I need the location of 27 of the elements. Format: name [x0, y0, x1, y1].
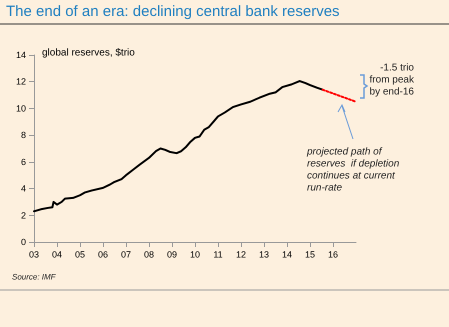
x-tick-label: 11	[213, 250, 223, 260]
y-axis-title: global reserves, $trio	[42, 48, 136, 58]
source-note: Source: IMF	[12, 272, 57, 282]
x-tick-label: 05	[74, 250, 86, 260]
y-tick-label: 8	[20, 130, 26, 140]
y-tick-label: 0	[20, 237, 26, 247]
x-tick-label: 10	[190, 250, 200, 260]
y-tick-label: 10	[16, 103, 26, 114]
x-tick-label: 15	[304, 250, 316, 260]
x-tick-label: 04	[52, 250, 62, 260]
x-tick-label: 06	[98, 250, 108, 260]
x-tick-label: 16	[328, 250, 338, 260]
x-tick-label: 13	[258, 250, 270, 260]
chart-title: The end of an era: declining central bank reserves	[6, 3, 340, 20]
x-tick-label: 14	[282, 250, 292, 260]
x-tick-label: 09	[166, 250, 178, 260]
text: -1.5 trio from peak by end-16	[370, 62, 415, 98]
y-tick-label: 4	[20, 184, 26, 194]
y-tick-label: 2	[20, 210, 26, 220]
x-tick-label: 08	[144, 250, 154, 260]
y-tick-label: 6	[20, 156, 26, 167]
annotation: projected path of reserves if depletion continues at current run-rate	[306, 146, 400, 194]
y-tick-label: 12	[16, 76, 26, 87]
x-tick-label: 03	[28, 250, 40, 260]
x-tick-label: 07	[120, 250, 132, 260]
y-tick-label: 14	[16, 50, 26, 60]
x-tick-label: 12	[236, 250, 246, 260]
